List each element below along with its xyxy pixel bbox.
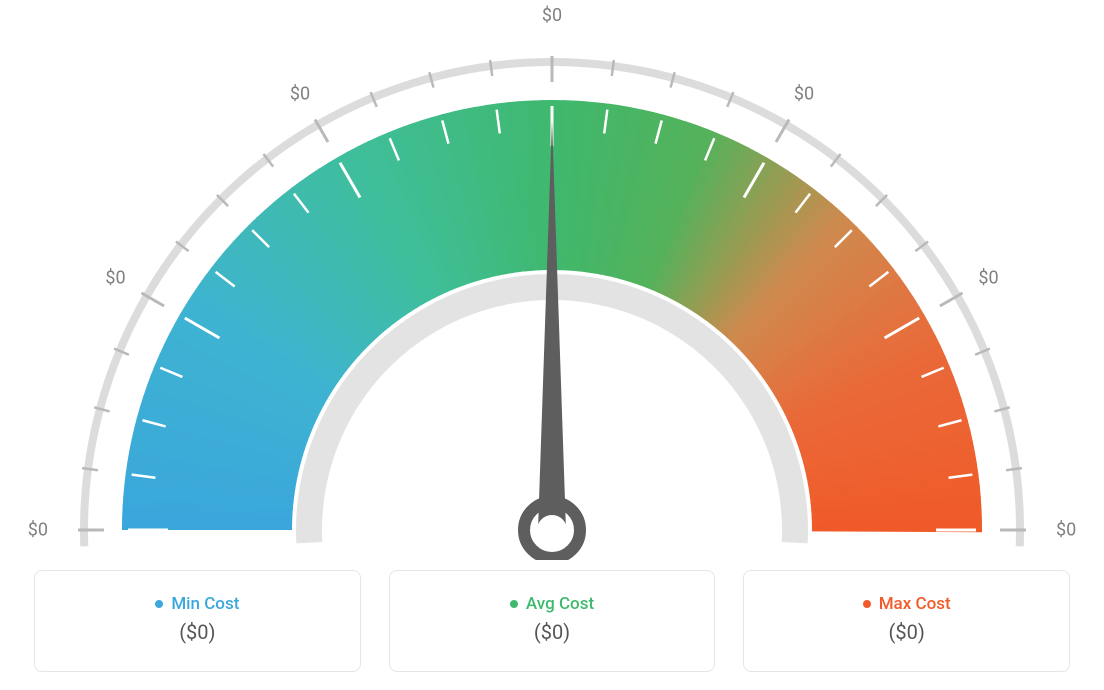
legend-label-min: Min Cost: [171, 594, 239, 614]
gauge-scale-label: $0: [290, 83, 310, 104]
legend-dot-min: [155, 600, 163, 608]
legend-card-avg: Avg Cost ($0): [389, 570, 716, 672]
gauge-scale-label: $0: [542, 5, 562, 26]
gauge-svg: [42, 20, 1062, 560]
legend-card-max: Max Cost ($0): [743, 570, 1070, 672]
gauge-scale-label: $0: [1056, 520, 1076, 541]
gauge-scale-label: $0: [978, 268, 998, 289]
gauge-scale-label: $0: [28, 520, 48, 541]
legend-value-max: ($0): [889, 620, 925, 644]
legend-label-avg: Avg Cost: [526, 594, 594, 614]
gauge-chart: $0$0$0$0$0$0$0: [42, 20, 1062, 560]
gauge-scale-label: $0: [105, 268, 125, 289]
legend-title-max: Max Cost: [863, 594, 951, 614]
legend-title-avg: Avg Cost: [510, 594, 594, 614]
legend-label-max: Max Cost: [879, 594, 951, 614]
legend-dot-avg: [510, 600, 518, 608]
legend-value-min: ($0): [179, 620, 215, 644]
legend-value-avg: ($0): [534, 620, 570, 644]
gauge-scale-label: $0: [794, 83, 814, 104]
legend-card-min: Min Cost ($0): [34, 570, 361, 672]
legend-row: Min Cost ($0) Avg Cost ($0) Max Cost ($0…: [0, 570, 1104, 690]
legend-title-min: Min Cost: [155, 594, 239, 614]
legend-dot-max: [863, 600, 871, 608]
